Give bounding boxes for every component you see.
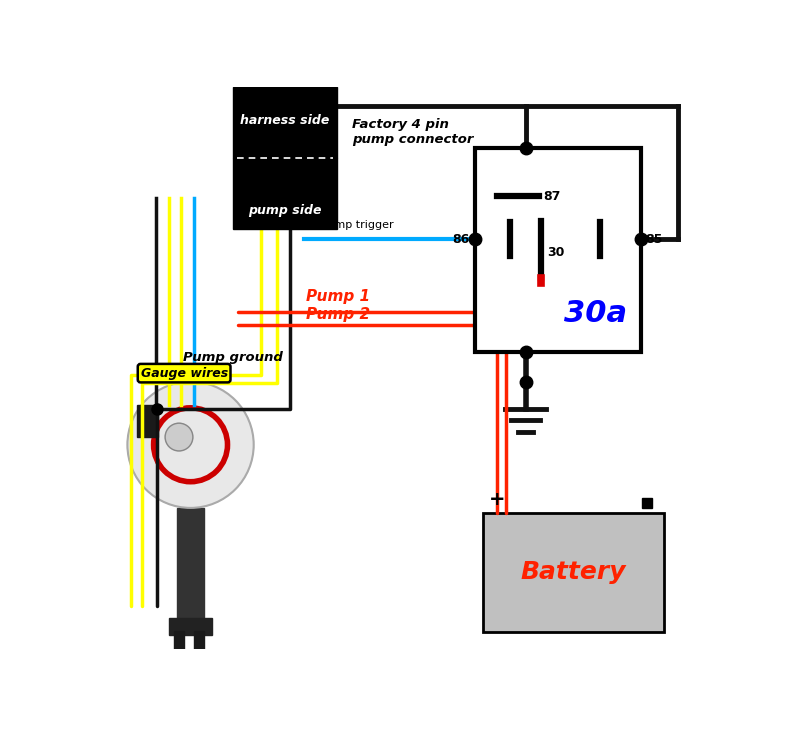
Bar bbox=[169, 618, 212, 635]
Text: 30a: 30a bbox=[564, 300, 627, 328]
Circle shape bbox=[165, 424, 193, 451]
Bar bbox=[194, 631, 205, 662]
Text: harness side: harness side bbox=[240, 114, 330, 128]
Text: +: + bbox=[489, 490, 506, 509]
Text: Gauge wires: Gauge wires bbox=[141, 367, 228, 380]
Bar bbox=[233, 87, 337, 158]
Bar bbox=[177, 508, 205, 627]
Text: 30: 30 bbox=[547, 246, 565, 259]
Bar bbox=[137, 405, 158, 437]
Text: Battery: Battery bbox=[521, 560, 626, 584]
Text: pump side: pump side bbox=[248, 204, 322, 217]
Text: OEM Fuel pump trigger: OEM Fuel pump trigger bbox=[265, 220, 394, 230]
Text: Pump ground: Pump ground bbox=[183, 351, 282, 364]
Text: Pump 2: Pump 2 bbox=[306, 308, 370, 322]
Text: Factory 4 pin
pump connector: Factory 4 pin pump connector bbox=[352, 118, 474, 147]
Text: Pump 1: Pump 1 bbox=[306, 289, 370, 304]
Text: 87: 87 bbox=[543, 190, 561, 203]
Text: 85: 85 bbox=[646, 233, 663, 246]
Bar bbox=[233, 158, 337, 229]
Bar bbox=[475, 148, 641, 352]
Text: 86: 86 bbox=[452, 233, 470, 246]
Bar bbox=[174, 631, 184, 662]
Circle shape bbox=[127, 381, 254, 508]
Bar bbox=[483, 512, 664, 632]
